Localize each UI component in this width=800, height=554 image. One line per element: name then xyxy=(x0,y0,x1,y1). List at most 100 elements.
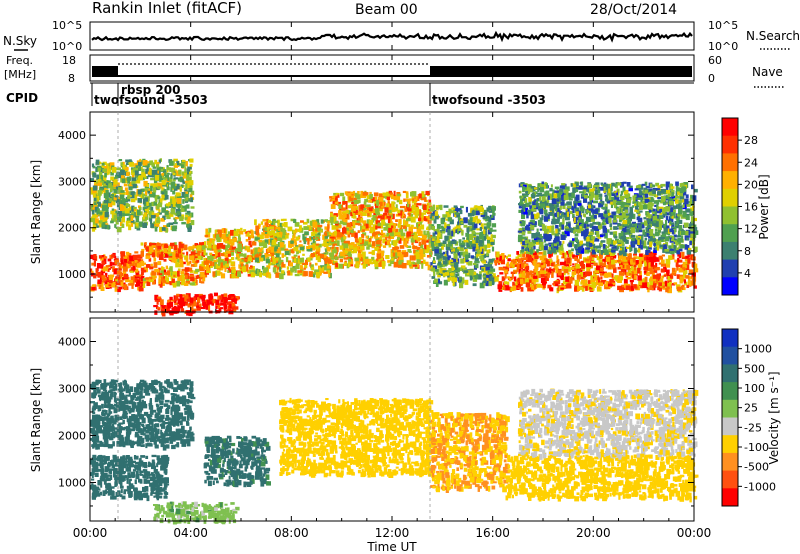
power-gate-cell xyxy=(446,250,449,256)
power-gate-cell xyxy=(668,286,671,289)
power-gate-cell xyxy=(600,182,604,185)
power-gate-cell xyxy=(465,206,468,213)
power-gate-cell xyxy=(230,266,236,271)
power-gate-cell xyxy=(482,216,487,220)
power-gate-cell xyxy=(395,204,398,210)
power-gate-cell xyxy=(447,276,452,281)
power-gate-cell xyxy=(205,304,210,310)
power-gate-cell xyxy=(331,240,337,246)
power-gate-cell xyxy=(629,212,634,218)
power-gate-cell xyxy=(550,195,553,200)
power-gate-cell xyxy=(488,208,494,213)
power-gate-cell xyxy=(129,255,134,262)
power-gate-cell xyxy=(223,304,227,310)
power-gate-cell xyxy=(537,186,540,192)
power-gate-cell xyxy=(177,298,182,305)
power-gate-cell xyxy=(611,239,614,245)
power-gate-cell xyxy=(416,229,420,234)
power-gate-cell xyxy=(488,216,492,223)
power-gate-cell xyxy=(579,247,585,254)
power-gate-cell xyxy=(337,232,342,238)
power-gate-cell xyxy=(618,250,622,256)
power-gate-cell xyxy=(311,231,316,237)
power-gate-cell xyxy=(457,273,460,277)
power-gate-cell xyxy=(625,213,630,216)
power-gate-cell xyxy=(383,226,388,231)
power-gate-cell xyxy=(446,225,451,232)
power-gate-cell xyxy=(432,232,436,238)
power-gate-cell xyxy=(630,227,635,234)
power-gate-cell xyxy=(514,283,520,288)
power-gate-cell xyxy=(145,277,150,280)
power-gate-cell xyxy=(453,253,458,259)
power-gate-cell xyxy=(235,248,239,254)
power-gate-cell xyxy=(466,227,470,233)
power-gate-cell xyxy=(579,191,584,194)
power-gate-cell xyxy=(100,257,104,261)
power-gate-cell xyxy=(423,259,426,264)
power-gate-cell xyxy=(574,244,578,249)
power-gate-cell xyxy=(668,245,673,249)
power-gate-cell xyxy=(197,250,201,257)
power-gate-cell xyxy=(424,239,429,243)
power-gate-cell xyxy=(545,182,548,185)
power-gate-cell xyxy=(621,227,627,233)
power-gate-cell xyxy=(615,190,618,193)
power-gate-cell xyxy=(284,248,289,251)
power-gate-cell xyxy=(326,269,330,274)
power-gate-cell xyxy=(607,193,612,196)
power-gate-cell xyxy=(196,245,202,252)
power-gate-cell xyxy=(476,253,480,257)
power-gate-cell xyxy=(336,231,340,238)
power-gate-cell xyxy=(557,269,562,276)
power-gate-cell xyxy=(111,283,116,288)
power-gate-cell xyxy=(138,275,143,280)
power-gate-cell xyxy=(362,191,367,196)
power-gate-cell xyxy=(625,232,630,235)
power-gate-cell xyxy=(277,236,282,241)
power-gate-cell xyxy=(166,281,171,285)
power-gate-cell xyxy=(353,210,358,214)
power-gate-cell xyxy=(542,251,545,258)
power-gate-cell xyxy=(247,257,252,262)
power-gate-cell xyxy=(364,198,368,203)
power-gate-cell xyxy=(581,230,586,237)
power-gate-cell xyxy=(649,196,654,200)
power-gate-cell xyxy=(654,228,658,232)
power-gate-cell xyxy=(636,201,639,205)
power-gate-cell xyxy=(382,264,385,269)
power-gate-cell xyxy=(518,282,521,287)
power-gate-cell xyxy=(217,243,220,249)
power-gate-cell xyxy=(481,282,484,285)
power-gate-cell xyxy=(101,282,104,288)
power-gate-cell xyxy=(579,240,583,245)
power-gate-cell xyxy=(641,183,646,186)
power-gate-cell xyxy=(98,255,103,259)
power-gate-cell xyxy=(531,194,536,199)
power-gate-cell xyxy=(647,218,651,224)
power-gate-cell xyxy=(677,259,683,263)
power-gate-cell xyxy=(544,275,549,279)
power-gate-cell xyxy=(205,232,210,235)
power-gate-cell xyxy=(416,246,421,251)
power-gate-cell xyxy=(543,233,547,240)
power-gate-cell xyxy=(314,238,318,241)
power-gate-cell xyxy=(548,246,551,251)
power-gate-cell xyxy=(189,282,193,286)
power-gate-cell xyxy=(97,271,102,278)
power-gate-cell xyxy=(482,235,487,241)
power-gate-cell xyxy=(566,205,572,209)
power-gate-cell xyxy=(394,232,400,236)
power-gate-cell xyxy=(666,189,671,194)
power-gate-cell xyxy=(651,198,655,202)
power-gate-cell xyxy=(525,270,530,274)
power-gate-cell xyxy=(685,275,690,279)
power-gate-cell xyxy=(568,249,572,254)
power-gate-cell xyxy=(612,244,616,249)
power-gate-cell xyxy=(660,236,664,240)
power-gate-cell xyxy=(265,259,270,264)
power-gate-cell xyxy=(412,207,418,211)
power-gate-cell xyxy=(652,189,656,194)
power-gate-cell xyxy=(650,230,654,237)
power-gate-cell xyxy=(539,270,545,275)
